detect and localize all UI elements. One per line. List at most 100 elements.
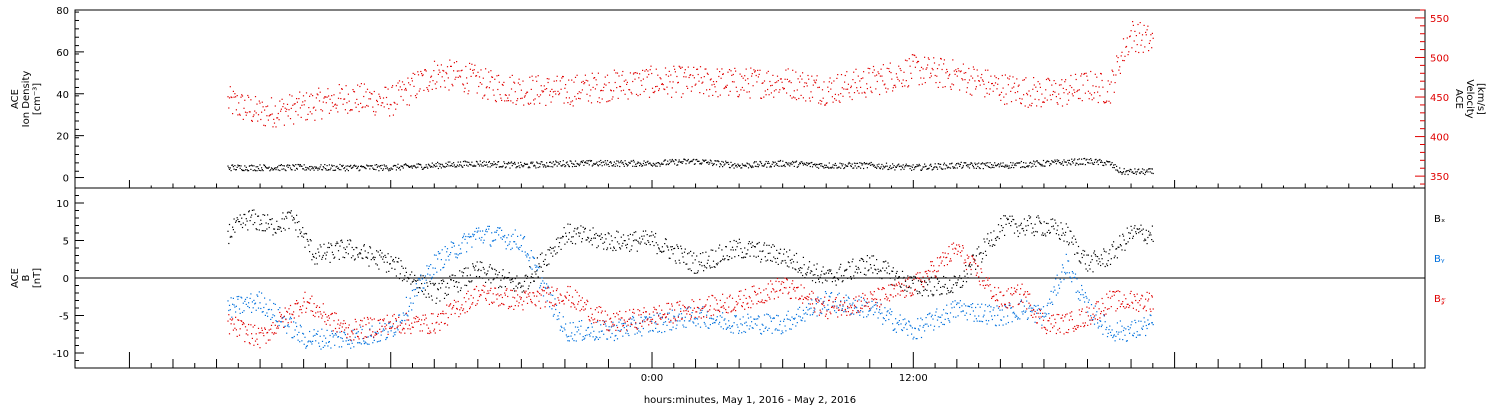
b-by-point <box>709 317 711 319</box>
b-by-point <box>584 337 586 339</box>
density-point <box>497 161 499 163</box>
b-bx-point <box>788 266 790 268</box>
density-point <box>643 160 645 162</box>
density-point <box>571 166 574 168</box>
b-bx-point <box>810 270 812 272</box>
density-point <box>1054 159 1056 161</box>
velocity-point <box>584 82 586 84</box>
density-point <box>374 164 376 166</box>
b-bx-point <box>966 273 968 275</box>
velocity-point <box>451 83 453 85</box>
density-point <box>593 162 595 165</box>
density-point <box>975 167 977 169</box>
b-by-point <box>936 319 939 321</box>
b-bx-point <box>397 261 399 263</box>
b-by-point <box>959 306 961 309</box>
density-point <box>407 164 409 167</box>
density-point <box>488 160 490 163</box>
velocity-point <box>395 85 397 87</box>
velocity-point <box>895 73 897 75</box>
b-bx-point <box>850 276 852 278</box>
density-point <box>1117 170 1119 172</box>
density-point <box>472 165 474 167</box>
density-point <box>775 164 777 166</box>
b-by-point <box>232 303 234 305</box>
b-by-point <box>996 305 998 307</box>
b-bx-point <box>1020 224 1022 226</box>
b-bx-point <box>1134 225 1136 227</box>
velocity-point <box>829 77 831 79</box>
velocity-point <box>841 87 843 89</box>
density-point <box>248 170 250 172</box>
velocity-point <box>1051 84 1053 86</box>
b-by-point <box>925 317 927 319</box>
b-bx-point <box>1131 229 1133 231</box>
b-bx-point <box>1127 241 1129 243</box>
b-by-point <box>814 308 816 310</box>
b-by-point <box>703 321 705 324</box>
velocity-point <box>558 94 560 96</box>
density-point <box>1064 161 1066 163</box>
velocity-point <box>862 77 864 79</box>
density-point <box>1014 163 1016 165</box>
b-by-point <box>538 267 540 269</box>
density-point <box>973 167 975 169</box>
density-point <box>304 169 306 171</box>
b-by-point <box>668 312 670 314</box>
b-by-point <box>683 326 685 328</box>
velocity-point <box>1004 103 1006 105</box>
b-by-point <box>437 251 439 253</box>
b-by-point <box>807 309 809 311</box>
b-bx-point <box>249 220 251 222</box>
b-bx-point <box>973 258 975 260</box>
velocity-point <box>1045 89 1047 91</box>
velocity-point <box>1013 82 1016 84</box>
velocity-point <box>498 74 500 76</box>
velocity-point <box>1077 97 1080 100</box>
b-by-point <box>712 318 715 320</box>
velocity-point <box>230 96 232 98</box>
velocity-point <box>1106 100 1108 102</box>
b-bx-point <box>539 265 541 267</box>
b-bx-point <box>376 250 378 252</box>
b-bx-point <box>437 288 439 290</box>
velocity-point <box>437 73 439 75</box>
b-by-point <box>1040 308 1042 310</box>
velocity-point <box>626 83 628 85</box>
density-point <box>987 162 989 164</box>
density-point <box>617 160 619 162</box>
velocity-point <box>1074 91 1076 93</box>
velocity-point <box>462 84 465 86</box>
density-point <box>717 160 719 162</box>
density-point <box>882 165 884 167</box>
b-by-point <box>1081 289 1083 291</box>
b-by-point <box>328 341 330 343</box>
velocity-point <box>516 100 518 102</box>
density-point <box>704 159 706 161</box>
b-bx-point <box>475 265 477 267</box>
b-bx-point <box>753 255 755 257</box>
density-point <box>821 163 823 165</box>
b-bx-point <box>1000 225 1003 227</box>
density-point <box>622 161 624 163</box>
b-by-point <box>565 334 567 336</box>
b-by-point <box>1070 277 1072 279</box>
b-by-point <box>804 320 806 322</box>
velocity-point <box>738 96 740 98</box>
density-point <box>517 166 519 168</box>
density-point <box>1073 159 1075 161</box>
b-bx-point <box>932 295 934 297</box>
b-by-point <box>744 331 747 333</box>
b-by-point <box>456 253 458 255</box>
b-by-point <box>991 315 993 317</box>
b-bx-point <box>329 261 331 263</box>
velocity-point <box>280 110 282 112</box>
velocity-point <box>710 78 712 80</box>
b-bx-point <box>1005 223 1007 225</box>
velocity-point <box>353 90 355 93</box>
b-bx-point <box>845 269 847 271</box>
b-bx-point <box>924 280 926 282</box>
velocity-point <box>866 83 868 85</box>
b-by-point <box>398 314 400 316</box>
velocity-point <box>1034 98 1036 100</box>
